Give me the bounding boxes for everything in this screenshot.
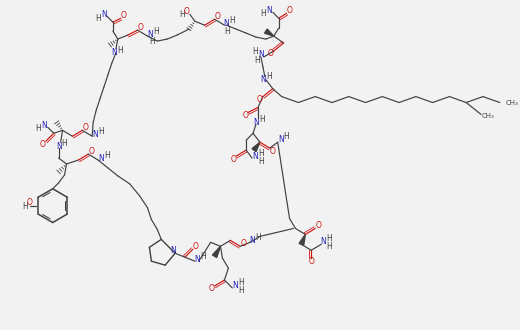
Text: O: O <box>215 12 220 21</box>
Text: N: N <box>170 246 176 255</box>
Text: H: H <box>95 14 101 23</box>
Polygon shape <box>252 142 260 151</box>
Text: H: H <box>258 148 264 158</box>
Text: O: O <box>268 50 274 58</box>
Text: N: N <box>320 237 326 246</box>
Text: O: O <box>138 23 144 32</box>
Text: H: H <box>238 286 244 295</box>
Text: O: O <box>270 147 276 156</box>
Text: O: O <box>88 147 94 156</box>
Text: H: H <box>258 156 264 166</box>
Text: CH₃: CH₃ <box>505 100 518 106</box>
Text: H: H <box>326 242 332 251</box>
Text: H: H <box>62 139 68 148</box>
Text: N: N <box>111 49 117 57</box>
Text: N: N <box>253 118 259 127</box>
Text: H: H <box>252 48 258 56</box>
Text: O: O <box>209 284 215 293</box>
Text: O: O <box>315 221 321 230</box>
Text: N: N <box>92 130 98 139</box>
Text: N: N <box>98 153 104 163</box>
Text: N: N <box>252 151 258 161</box>
Text: O: O <box>27 198 33 207</box>
Text: H: H <box>259 115 265 124</box>
Text: H: H <box>326 234 332 243</box>
Text: H: H <box>179 10 185 19</box>
Polygon shape <box>265 29 274 36</box>
Text: O: O <box>257 95 263 104</box>
Text: H: H <box>284 132 290 141</box>
Text: H: H <box>254 56 260 65</box>
Text: H: H <box>98 127 104 136</box>
Text: N: N <box>148 30 153 39</box>
Text: N: N <box>258 50 264 59</box>
Text: N: N <box>56 142 61 151</box>
Text: H: H <box>266 72 272 81</box>
Text: H: H <box>35 124 41 133</box>
Text: H: H <box>117 47 123 55</box>
Text: N: N <box>101 10 107 19</box>
Text: O: O <box>40 140 46 149</box>
Text: O: O <box>82 123 88 132</box>
Text: O: O <box>121 11 127 20</box>
Text: H: H <box>225 27 230 36</box>
Text: H: H <box>260 9 266 18</box>
Text: O: O <box>308 257 314 266</box>
Text: H: H <box>150 37 155 46</box>
Text: H: H <box>200 252 205 261</box>
Text: O: O <box>287 6 292 15</box>
Text: N: N <box>194 255 200 264</box>
Text: H: H <box>153 27 159 36</box>
Text: N: N <box>260 75 266 84</box>
Text: O: O <box>193 242 199 251</box>
Text: N: N <box>41 121 47 130</box>
Text: H: H <box>22 202 28 211</box>
Text: H: H <box>104 150 110 160</box>
Text: O: O <box>184 7 190 16</box>
Text: H: H <box>238 279 244 287</box>
Text: O: O <box>242 111 248 120</box>
Polygon shape <box>213 246 220 257</box>
Text: N: N <box>224 19 229 28</box>
Text: CH₃: CH₃ <box>482 114 495 119</box>
Text: N: N <box>249 236 255 245</box>
Text: O: O <box>230 154 236 164</box>
Text: N: N <box>266 6 272 15</box>
Text: O: O <box>240 239 246 248</box>
Text: N: N <box>232 281 238 290</box>
Text: N: N <box>278 135 283 144</box>
Text: H: H <box>229 16 235 25</box>
Polygon shape <box>299 234 305 245</box>
Text: H: H <box>255 233 261 242</box>
